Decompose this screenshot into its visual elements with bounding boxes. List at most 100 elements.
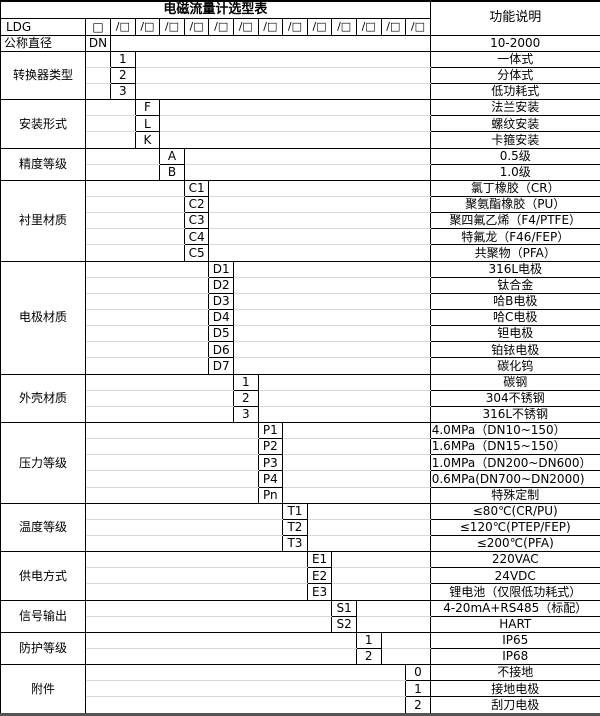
spacer-cell: [331, 583, 431, 601]
option-code-cell: 2: [405, 696, 431, 715]
code-slot-cell: /□: [257, 18, 284, 36]
option-description-cell: IP68: [429, 647, 600, 666]
spacer-cell: [232, 276, 431, 294]
group-label: 电极材质: [0, 260, 86, 375]
spacer-cell: [84, 680, 407, 698]
spacer-cell: [85, 567, 308, 585]
spacer-cell: [232, 357, 431, 375]
option-code-cell: 3: [232, 405, 259, 424]
option-description-cell: 钛合金: [429, 276, 600, 294]
spacer-cell: [208, 228, 431, 246]
spacer-cell: [85, 421, 259, 440]
option-description-cell: ≤80℃(CR/PU): [429, 502, 600, 520]
spacer-cell: [306, 502, 431, 520]
option-code-cell: D1: [208, 260, 234, 278]
option-description-cell: 卡箍安装: [429, 131, 600, 149]
spacer-cell: [232, 341, 431, 359]
option-code-cell: 1: [405, 680, 431, 698]
spacer-cell: [232, 260, 431, 278]
option-code-cell: D5: [208, 325, 234, 343]
code-slot-cell: /□: [355, 18, 382, 36]
spacer-cell: [84, 309, 210, 327]
option-code-cell: 2: [355, 647, 382, 666]
spacer-cell: [85, 196, 185, 214]
spacer-cell: [134, 83, 431, 101]
code-slot-cell: /□: [282, 18, 308, 36]
option-description-cell: 220VAC: [429, 551, 600, 569]
option-code-cell: T3: [282, 534, 308, 553]
option-code-cell: S1: [331, 599, 357, 617]
spacer-cell: [85, 131, 136, 149]
spacer-cell: [84, 260, 210, 278]
spacer-cell: [84, 341, 210, 359]
option-code-cell: K: [134, 131, 161, 149]
option-description-cell: IP65: [429, 631, 600, 649]
option-code-cell: D7: [208, 357, 234, 375]
spacer-cell: [85, 470, 259, 488]
spacer-cell: [183, 163, 431, 181]
option-description-cell: 特氟龙（F46/FEP）: [429, 228, 600, 246]
group-label: 温度等级: [0, 502, 86, 553]
option-code-cell: C3: [183, 212, 210, 230]
group-label: 信号输出: [0, 599, 86, 633]
spacer-cell: [84, 357, 210, 375]
option-description-cell: 304不锈钢: [429, 389, 600, 407]
option-description-cell: 碳化钨: [429, 357, 600, 375]
code-slot-cell: /□: [110, 18, 136, 36]
code-slot-cell: /□: [306, 18, 333, 36]
spacer-cell: [355, 615, 431, 633]
option-description-cell: 0.5级: [429, 147, 600, 165]
group-label: 安装形式: [0, 99, 86, 149]
option-code-cell: T1: [282, 502, 308, 520]
spacer-cell: [183, 147, 431, 165]
option-description-cell: 4.0MPa（DN10~150）: [429, 421, 600, 440]
spacer-cell: [159, 115, 431, 133]
option-code-cell: 1: [232, 373, 259, 391]
spacer-cell: [85, 438, 259, 456]
function-description-header: 功能说明: [429, 0, 600, 36]
option-code-cell: D2: [208, 276, 234, 294]
option-code-cell: C4: [183, 228, 210, 246]
option-code-cell: T2: [282, 518, 308, 536]
option-description-cell: 1.0MPa（DN200~DN600）: [429, 454, 600, 472]
spacer-cell: [84, 292, 210, 311]
code-slot-cell: /□: [405, 18, 431, 36]
spacer-cell: [355, 599, 431, 617]
spacer-cell: [84, 502, 284, 520]
group-label: 精度等级: [0, 147, 86, 181]
option-description-cell: 低功耗式: [429, 83, 600, 101]
spacer-cell: [84, 664, 407, 682]
spacer-cell: [232, 325, 431, 343]
option-description-cell: 316L电极: [429, 260, 600, 278]
option-code-cell: Pn: [257, 486, 284, 504]
spacer-cell: [232, 292, 431, 311]
option-description-cell: 特殊定制: [429, 486, 600, 504]
spacer-cell: [85, 99, 136, 117]
option-description-cell: 24VDC: [429, 567, 600, 585]
option-code-cell: D3: [208, 292, 234, 311]
option-description-cell: 哈B电极: [429, 292, 600, 311]
spacer-cell: [282, 421, 431, 440]
spacer-cell: [331, 551, 431, 569]
option-description-cell: 一体式: [429, 50, 600, 68]
option-description-cell: 聚氨酯橡胶（PU）: [429, 196, 600, 214]
option-code-cell: E2: [306, 567, 333, 585]
group-label: 衬里材质: [0, 179, 86, 262]
spacer-cell: [85, 115, 136, 133]
spacer-cell: [85, 83, 111, 101]
spacer-cell: [85, 244, 185, 262]
spacer-cell: [257, 389, 431, 407]
spacer-cell: [159, 131, 431, 149]
model-prefix-cell: LDG: [0, 18, 86, 36]
option-description-cell: 接地电极: [429, 680, 600, 698]
table-title: 电磁流量计选型表: [0, 0, 431, 20]
spacer-cell: [282, 470, 431, 488]
spacer-cell: [208, 244, 431, 262]
spacer-cell: [84, 534, 284, 553]
option-description-cell: 碳钢: [429, 373, 600, 391]
spacer-cell: [84, 696, 407, 715]
group-label: 附件: [0, 664, 86, 715]
option-code-cell: 2: [110, 66, 136, 85]
